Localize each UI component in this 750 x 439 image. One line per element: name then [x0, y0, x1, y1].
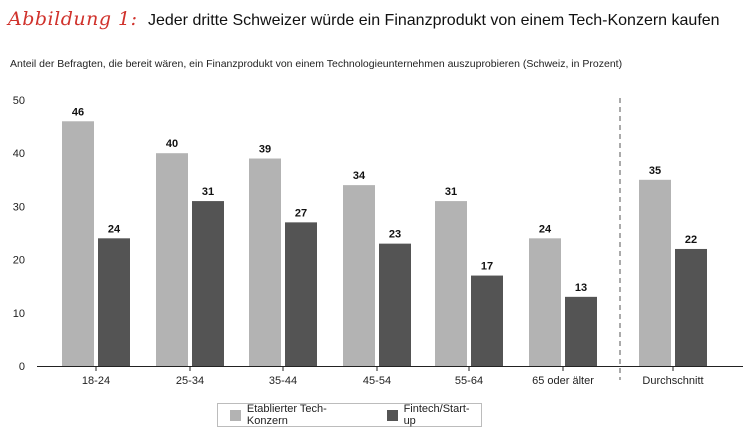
legend-label-fintech: Fintech/Start-up	[403, 403, 470, 427]
legend-label-etabliert: Etablierter Tech-Konzern	[246, 403, 327, 427]
bar	[379, 243, 411, 366]
x-category-label: 25-34	[176, 375, 204, 387]
x-category-label: 55-64	[455, 375, 483, 387]
bar	[249, 158, 281, 366]
chart-title: Jeder dritte Schweizer würde ein Finanzp…	[147, 12, 720, 29]
bar-value-label: 27	[295, 207, 307, 219]
bar-value-label: 40	[166, 138, 178, 150]
bar	[565, 296, 597, 366]
y-tick-label: 50	[13, 95, 25, 107]
bar	[529, 238, 561, 366]
bar	[639, 179, 671, 366]
bar-value-label: 34	[353, 170, 366, 182]
legend-item-etabliert: Etablierter Tech-Konzern	[218, 403, 367, 427]
bar-value-label: 35	[649, 165, 661, 177]
x-category-label: 18-24	[82, 375, 110, 387]
y-axis: 0 10 20 30 40 50	[13, 95, 25, 373]
bar-chart: 0 10 20 30 40 50 46 24 40 31 39 27 34 23 31 17 24 13 35 22…	[13, 95, 743, 387]
bar-value-label: 31	[445, 186, 457, 198]
y-tick-label: 20	[13, 255, 25, 267]
bar-value-label: 24	[539, 223, 552, 235]
bar-value-label: 13	[575, 282, 587, 294]
bar	[343, 185, 375, 366]
bar-value-label: 22	[685, 234, 697, 246]
bar	[471, 275, 503, 366]
x-category-label: 65 oder älter	[532, 375, 594, 387]
x-category-label: 45-54	[363, 375, 391, 387]
bar	[62, 121, 94, 366]
x-axis: 18-24 25-34 35-44 45-54 55-64 65 oder älter Du…	[37, 98, 743, 387]
bars-group: 46 24 40 31 39 27 34 23 31 17 24 13 35 22	[62, 106, 707, 366]
legend-swatch-fintech	[386, 409, 398, 421]
y-tick-label: 30	[13, 201, 25, 213]
bar	[98, 238, 130, 366]
chart-subtitle: Anteil der Befragten, die bereit wären, …	[10, 58, 623, 70]
x-category-label: 35-44	[269, 375, 297, 387]
legend-swatch-etabliert	[230, 409, 241, 421]
bar	[435, 201, 467, 366]
bar-value-label: 23	[389, 229, 401, 241]
y-tick-label: 10	[13, 308, 25, 320]
bar-value-label: 24	[108, 223, 121, 235]
bar-value-label: 46	[72, 106, 84, 118]
x-category-label: Durchschnitt	[642, 375, 703, 387]
figure-title-row: Abbildung 1: Jeder dritte Schweizer würd…	[8, 8, 720, 30]
legend-item-fintech: Fintech/Start-up	[367, 403, 481, 427]
legend: Etablierter Tech-Konzern Fintech/Start-u…	[217, 403, 482, 427]
figure-label: Abbildung 1:	[8, 8, 138, 30]
bar	[192, 201, 224, 366]
bar	[156, 153, 188, 366]
bar-value-label: 31	[202, 186, 214, 198]
bar-value-label: 39	[259, 144, 271, 156]
y-tick-label: 0	[19, 361, 25, 373]
bar-value-label: 17	[481, 261, 493, 273]
bar	[675, 248, 707, 366]
y-tick-label: 40	[13, 148, 25, 160]
bar	[285, 222, 317, 366]
